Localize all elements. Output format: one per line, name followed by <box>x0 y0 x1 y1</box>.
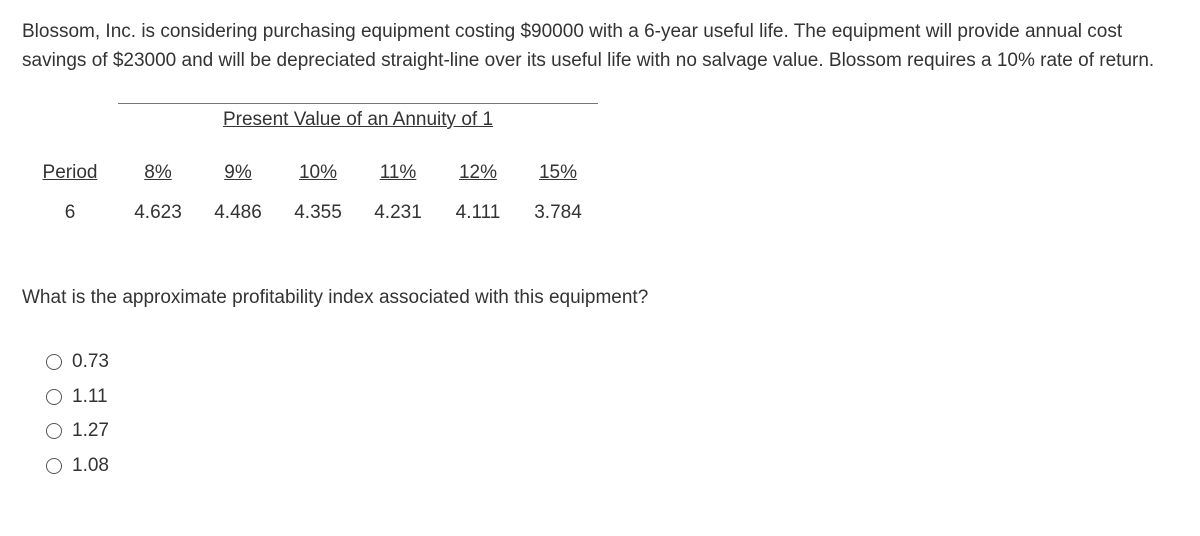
option-b[interactable]: 1.11 <box>46 383 1178 412</box>
table-header-row: Period 8% 9% 10% 11% 12% 15% <box>22 153 598 194</box>
cell-value: 4.355 <box>278 193 358 234</box>
radio-icon <box>46 423 62 439</box>
col-header-period: Period <box>22 153 118 194</box>
annuity-table-title: Present Value of an Annuity of 1 <box>118 103 598 135</box>
radio-icon <box>46 389 62 405</box>
option-label: 1.27 <box>72 417 109 446</box>
col-header-rate: 10% <box>278 153 358 194</box>
answer-options: 0.73 1.11 1.27 1.08 <box>22 348 1178 480</box>
annuity-table-container: Present Value of an Annuity of 1 Period … <box>22 103 598 234</box>
col-header-rate: 9% <box>198 153 278 194</box>
problem-statement: Blossom, Inc. is considering purchasing … <box>22 18 1178 75</box>
cell-value: 4.231 <box>358 193 438 234</box>
col-header-rate: 11% <box>358 153 438 194</box>
option-a[interactable]: 0.73 <box>46 348 1178 377</box>
annuity-table: Period 8% 9% 10% 11% 12% 15% 6 4.623 4.4… <box>22 153 598 234</box>
radio-icon <box>46 354 62 370</box>
cell-value: 3.784 <box>518 193 598 234</box>
option-d[interactable]: 1.08 <box>46 452 1178 481</box>
radio-icon <box>46 458 62 474</box>
question-text: What is the approximate profitability in… <box>22 284 1178 313</box>
table-row: 6 4.623 4.486 4.355 4.231 4.111 3.784 <box>22 193 598 234</box>
cell-value: 4.486 <box>198 193 278 234</box>
col-header-rate: 8% <box>118 153 198 194</box>
cell-value: 4.623 <box>118 193 198 234</box>
cell-period: 6 <box>22 193 118 234</box>
col-header-rate: 15% <box>518 153 598 194</box>
option-c[interactable]: 1.27 <box>46 417 1178 446</box>
option-label: 1.11 <box>72 383 108 412</box>
option-label: 0.73 <box>72 348 109 377</box>
option-label: 1.08 <box>72 452 109 481</box>
cell-value: 4.111 <box>438 193 518 234</box>
col-header-rate: 12% <box>438 153 518 194</box>
